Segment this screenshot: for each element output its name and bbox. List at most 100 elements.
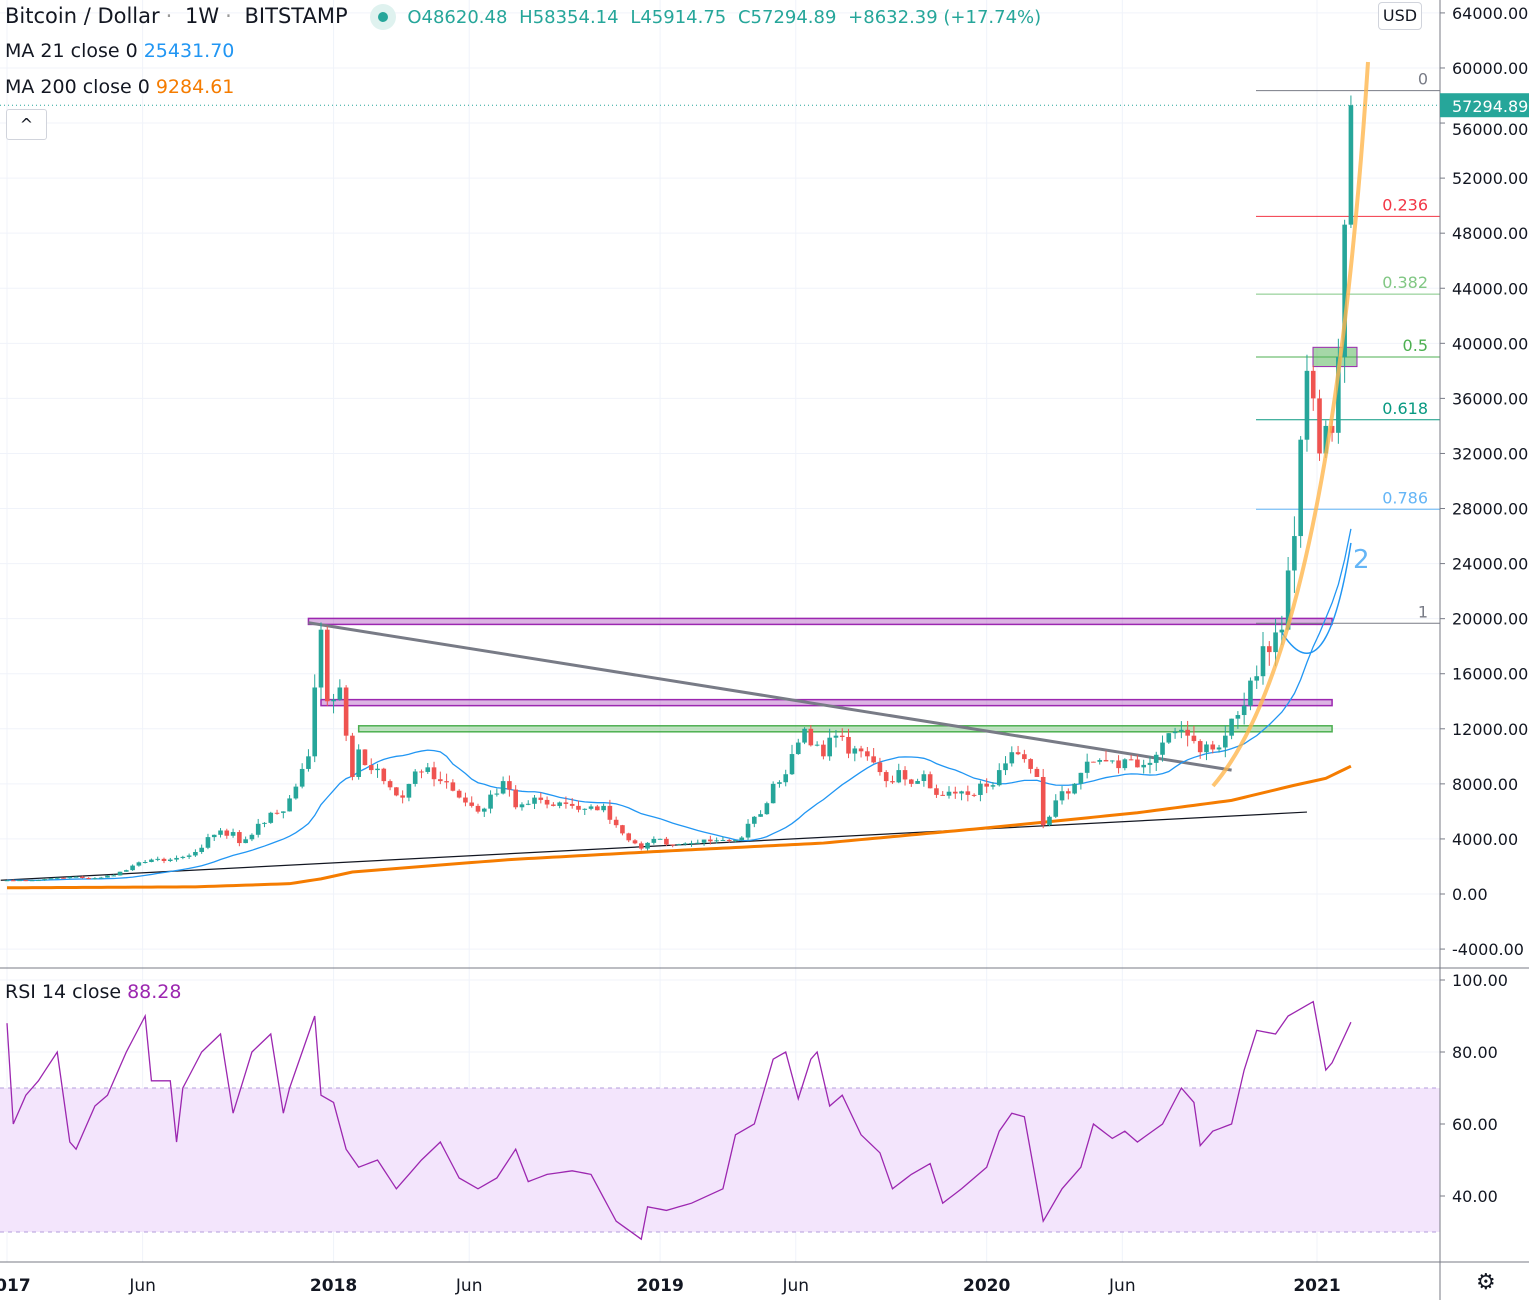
candle [1066,788,1071,800]
candle [714,837,719,844]
ma200-legend[interactable]: MA 200 close 0 9284.61 [5,76,240,98]
candle [795,738,801,755]
symbol-name[interactable]: Bitcoin / Dollar [5,4,160,28]
candle-body [1342,224,1347,358]
candle [940,791,946,796]
currency-button[interactable]: USD [1378,2,1422,30]
candle-body [293,786,299,799]
candle [789,744,795,775]
candle-body [155,858,161,860]
candle-body [852,748,858,754]
candle [1122,758,1128,771]
candle [563,796,569,809]
candle-body [670,844,675,846]
candle [777,780,782,788]
price-tick-label: 4000.00 [1452,830,1518,849]
candle-body [73,876,79,878]
candle [1235,711,1241,729]
candle-body [827,737,832,757]
candle-body [569,803,575,806]
candle [1147,756,1153,774]
candle-body [645,842,650,849]
ma21-legend[interactable]: MA 21 close 0 25431.70 [5,40,240,62]
candle-body [130,865,135,871]
candle-body [921,774,927,782]
fib-level-label: 0.618 [1382,399,1428,418]
candle-body [525,803,531,805]
candle [117,871,123,876]
candle [525,800,531,806]
candle-body [450,782,456,791]
time-tick-label: 2019 [636,1276,683,1296]
settings-gear-icon[interactable]: ⚙ [1476,1270,1496,1295]
candle [544,796,550,809]
horizontal-zone [357,725,1333,733]
candle [676,843,682,846]
candle-body [1103,759,1109,762]
candle [726,838,732,843]
candle [237,830,242,847]
candle-body [626,833,632,841]
candle [708,835,713,845]
candle [1216,744,1222,753]
candle [569,798,575,809]
candle-body [657,838,663,840]
candle-body [1160,742,1165,755]
candle-body [419,771,424,773]
candle-body [124,870,129,872]
candle [946,786,952,799]
candle [745,819,751,840]
separator: · [225,4,232,28]
candle [802,727,807,745]
candle [695,839,701,844]
candle-body [1304,370,1310,440]
candle-body [400,795,405,798]
candle [588,804,594,811]
candle [1204,741,1209,761]
candle-body [1191,735,1197,742]
candle-body [1128,759,1134,761]
candle-body [312,687,318,757]
candle [1034,766,1040,778]
interval[interactable]: 1W [185,4,220,28]
candle [1141,759,1146,774]
collapse-legend-button[interactable]: ^ [6,109,47,140]
candle [161,857,167,864]
candle-body [1348,105,1354,225]
candle [262,822,267,828]
ohlc-high: H58354.14 [519,7,619,28]
rsi-band [0,1088,1440,1232]
candle [1172,727,1178,739]
candle [1015,745,1021,756]
candle-body [318,629,324,688]
candle-body [1091,761,1096,763]
candle-body [846,736,851,754]
candle-body [469,802,475,806]
candle [1229,718,1234,740]
price-tick-label: 40000.00 [1452,334,1528,353]
candle [469,796,475,808]
candle-body [368,765,374,771]
candle-body [733,840,738,842]
candle-body [444,781,449,783]
rsi-legend[interactable]: RSI 14 close 88.28 [5,981,187,1003]
candle [833,729,839,748]
candle [783,769,789,787]
candle-body [701,839,707,843]
candle-body [532,797,537,804]
candle-body [507,781,512,790]
last-price-label: 57294.89 [1452,97,1528,116]
candle-body [576,805,581,810]
candle-body [224,830,230,836]
candle-body [638,843,644,849]
candle-body [695,842,701,844]
wave-label: 2 [1353,545,1370,575]
candle [996,763,1002,787]
time-tick-label: Jun [1108,1276,1136,1296]
candle-body [544,799,550,805]
candle [1210,740,1216,754]
candle-body [17,880,22,882]
candle-body [959,791,964,794]
candle-body [1066,791,1071,794]
